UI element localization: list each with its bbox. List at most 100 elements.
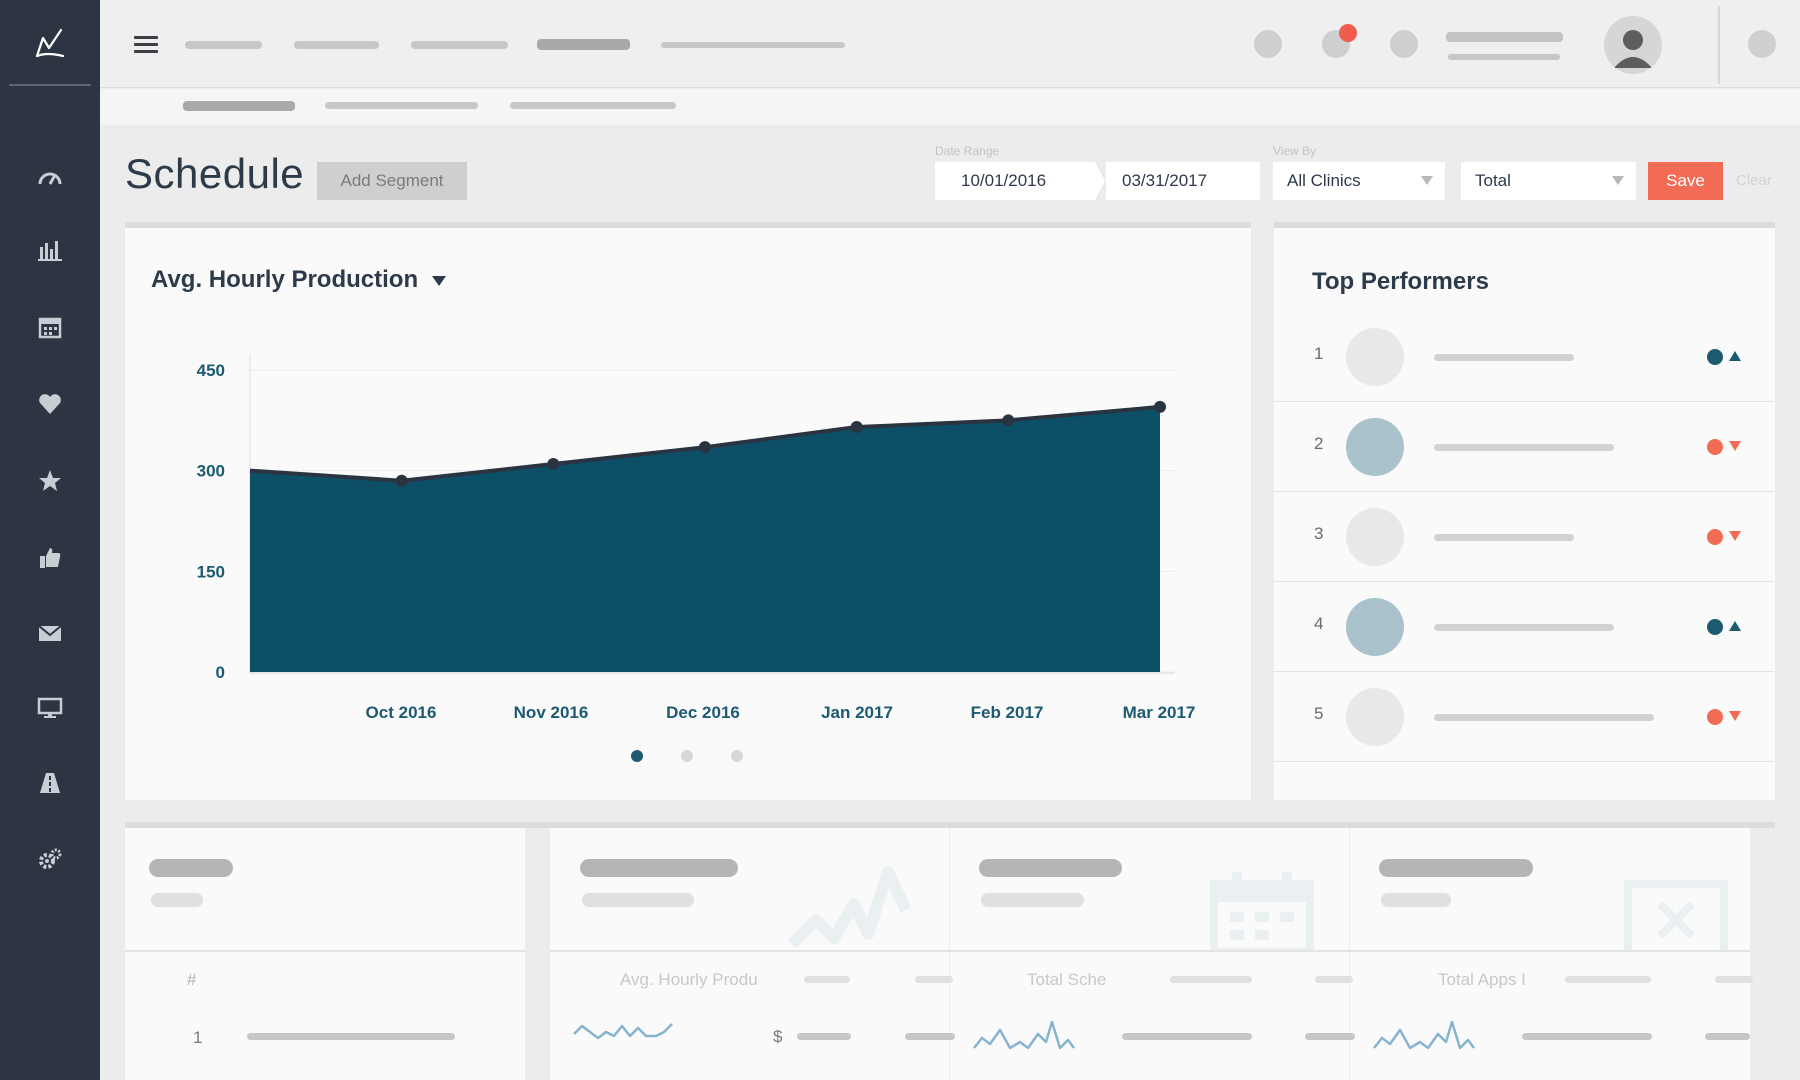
pager-dot[interactable]	[681, 750, 693, 762]
sub-navigation-bar	[100, 89, 1800, 125]
column-header-avg-hourly[interactable]: Avg. Hourly Produ	[620, 970, 758, 989]
column-header-total-apps[interactable]: Total Apps I	[1438, 970, 1526, 989]
header-icon[interactable]	[1254, 30, 1282, 58]
metric-heading	[1379, 859, 1533, 877]
calendar-icon[interactable]	[30, 307, 70, 347]
column-divider	[949, 828, 950, 1080]
view-by-label: View By	[1273, 144, 1317, 158]
date-end-field[interactable]: 03/31/2017	[1106, 162, 1260, 200]
x-tick-label: Feb 2017	[971, 703, 1044, 722]
performer-row[interactable]: 3	[1274, 492, 1774, 582]
header-divider	[1718, 6, 1720, 84]
bar-chart-icon[interactable]	[30, 230, 70, 270]
view-by-select[interactable]: All Clinics	[1273, 162, 1445, 200]
data-point	[395, 474, 408, 487]
performer-row[interactable]: 1	[1274, 312, 1774, 402]
user-avatar[interactable]	[1604, 16, 1662, 74]
data-point	[850, 421, 863, 434]
chart-title[interactable]: Avg. Hourly Production	[151, 266, 447, 294]
date-start-field[interactable]: 10/01/2016	[935, 162, 1095, 200]
nav-item[interactable]	[411, 41, 508, 49]
save-button[interactable]: Save	[1648, 162, 1723, 200]
bottom-section-rule	[125, 822, 1775, 830]
metric-subheading	[582, 893, 694, 907]
trend-status-dot	[1707, 529, 1723, 545]
add-segment-button[interactable]: Add Segment	[317, 162, 467, 200]
currency-symbol: $	[773, 1027, 783, 1046]
view-by-value: All Clinics	[1287, 171, 1361, 190]
chart-card: Avg. Hourly Production 0 150 300 450 Oct 201…	[125, 222, 1251, 800]
calendar-icon	[1210, 872, 1314, 952]
trend-status-dot	[1707, 709, 1723, 725]
top-performers-card: Top Performers 1 2 3 4 5	[1274, 222, 1775, 800]
nav-item-active[interactable]	[537, 39, 630, 50]
trend-up-arrow-icon	[1729, 621, 1741, 631]
performer-rank: 1	[1314, 344, 1324, 363]
card-subheading	[151, 893, 203, 907]
nav-item[interactable]	[661, 42, 845, 48]
column-header-placeholder	[1715, 976, 1753, 983]
area-chart: 0 150 300 450 Oct 2016 Nov 2016 Dec 2016 Jan 20…	[197, 354, 1196, 722]
mail-icon[interactable]	[30, 613, 70, 653]
header-icon[interactable]	[1390, 30, 1418, 58]
performer-avatar	[1346, 328, 1404, 386]
subnav-item-active[interactable]	[183, 101, 295, 111]
data-point	[1002, 414, 1015, 427]
y-tick-label: 0	[216, 663, 225, 682]
column-header-placeholder	[1170, 976, 1252, 983]
x-tick-label: Mar 2017	[1123, 703, 1196, 722]
data-point	[699, 441, 711, 454]
trend-up-arrow-icon	[1729, 351, 1741, 361]
date-separator-chevron-icon	[1090, 162, 1106, 200]
table-hash-header: #	[187, 970, 197, 989]
nav-item[interactable]	[294, 41, 379, 49]
column-header-total-scheduled[interactable]: Total Sche	[1027, 970, 1107, 989]
performer-name	[1434, 354, 1574, 361]
metric-select[interactable]: Total	[1461, 162, 1636, 200]
metric-heading	[979, 859, 1122, 877]
road-icon[interactable]	[30, 763, 70, 803]
nav-item[interactable]	[185, 41, 262, 49]
page-title: Schedule	[125, 150, 305, 197]
table-row-name	[247, 1033, 455, 1040]
sparkline	[973, 1020, 1075, 1050]
performer-row[interactable]: 5	[1274, 672, 1774, 762]
star-icon[interactable]	[30, 461, 70, 501]
app-logo[interactable]	[0, 0, 100, 86]
notification-badge	[1339, 24, 1357, 42]
date-range-label: Date Range	[935, 144, 1000, 158]
dashboard-gauge-icon[interactable]	[30, 157, 70, 197]
subnav-item[interactable]	[325, 102, 478, 109]
cell-value	[1122, 1033, 1252, 1040]
cancel-appointment-icon	[1624, 880, 1728, 952]
metric-value: Total	[1475, 171, 1511, 190]
sparkline	[573, 1023, 673, 1040]
x-tick-label: Nov 2016	[514, 703, 589, 722]
clear-button[interactable]: Clear	[1736, 172, 1772, 189]
performer-row[interactable]: 2	[1274, 402, 1774, 492]
chart-title-text: Avg. Hourly Production	[151, 266, 419, 293]
performer-name	[1434, 534, 1574, 541]
performer-row[interactable]: 4	[1274, 582, 1774, 672]
subnav-item[interactable]	[510, 102, 676, 109]
x-tick-label: Oct 2016	[366, 703, 437, 722]
table-row-rank: 1	[193, 1028, 203, 1047]
thumbs-up-icon[interactable]	[30, 538, 70, 578]
pager-dot[interactable]	[631, 750, 643, 762]
metric-subheading	[1381, 893, 1451, 907]
settings-gears-icon[interactable]	[30, 839, 70, 879]
pager-dot[interactable]	[731, 750, 743, 762]
performer-name	[1434, 444, 1614, 451]
header-icon[interactable]	[1748, 30, 1776, 58]
metric-subheading	[981, 893, 1084, 907]
column-header-placeholder	[915, 976, 953, 983]
data-point	[1154, 400, 1166, 413]
card-divider	[125, 950, 525, 952]
x-tick-label: Dec 2016	[666, 703, 740, 722]
card-divider	[550, 950, 1750, 952]
menu-hamburger-icon[interactable]	[134, 36, 158, 54]
performer-rank: 5	[1314, 704, 1324, 723]
monitor-icon[interactable]	[30, 688, 70, 728]
heart-icon[interactable]	[30, 384, 70, 424]
top-navigation-bar	[100, 0, 1800, 88]
